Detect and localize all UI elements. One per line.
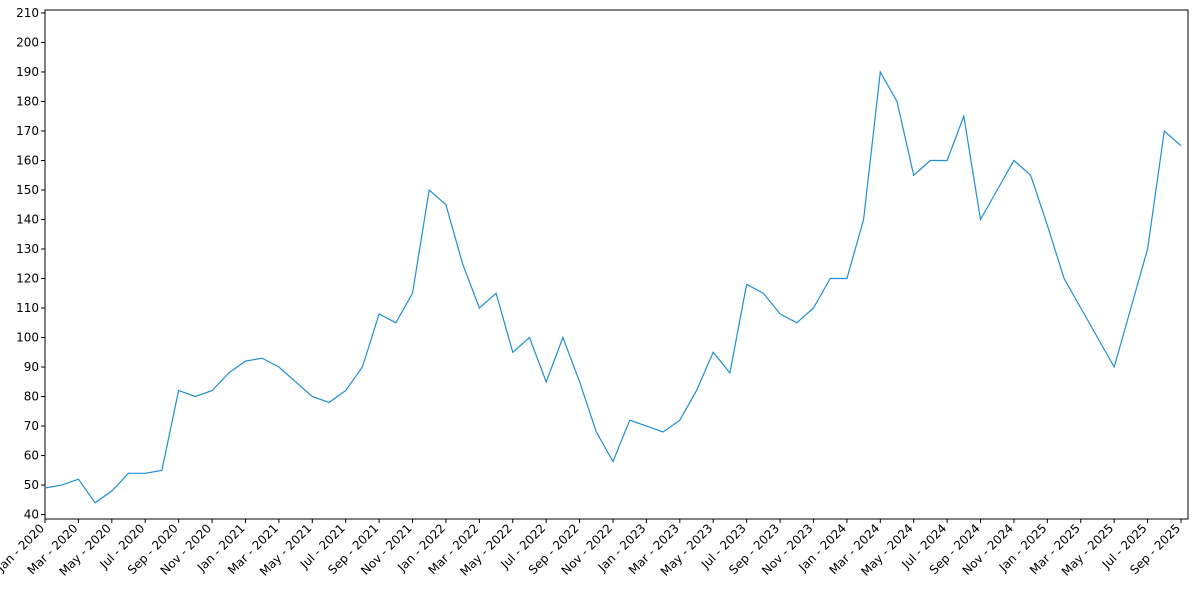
y-tick-label: 140: [16, 213, 39, 227]
y-tick-label: 80: [24, 390, 39, 404]
y-tick-label: 160: [16, 153, 39, 167]
y-tick-label: 170: [16, 124, 39, 138]
y-tick-label: 200: [16, 35, 39, 49]
y-tick-label: 50: [24, 478, 39, 492]
y-tick-label: 120: [16, 272, 39, 286]
y-tick-label: 180: [16, 94, 39, 108]
y-tick-label: 60: [24, 449, 39, 463]
price-line: [44, 70, 1182, 504]
y-tick-label: 150: [16, 183, 39, 197]
plot-frame: [44, 9, 1189, 520]
y-tick-label: 70: [24, 419, 39, 433]
y-tick-label: 210: [16, 6, 39, 20]
y-tick-label: 110: [16, 301, 39, 315]
y-tick-label: 190: [16, 65, 39, 79]
y-tick-label: 90: [24, 360, 39, 374]
y-tick-label: 100: [16, 331, 39, 345]
y-tick-label: 40: [24, 508, 39, 522]
y-tick-label: 130: [16, 242, 39, 256]
